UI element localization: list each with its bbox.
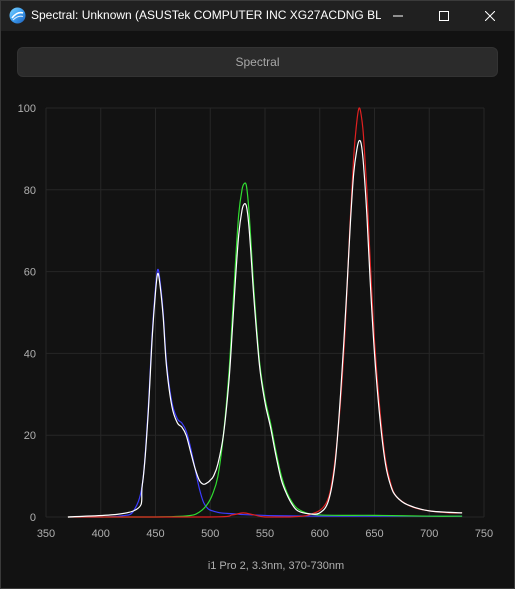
x-axis-label: i1 Pro 2, 3.3nm, 370-730nm bbox=[208, 560, 344, 572]
series-line-white bbox=[67, 139, 463, 518]
x-tick-label: 650 bbox=[365, 528, 383, 540]
x-tick-label: 400 bbox=[92, 528, 110, 540]
x-tick-label: 500 bbox=[201, 528, 219, 540]
window-title: Spectral: Unknown (ASUSTek COMPUTER INC … bbox=[31, 8, 381, 22]
x-tick-label: 750 bbox=[475, 528, 493, 540]
x-tick-label: 550 bbox=[256, 528, 274, 540]
y-tick-label: 40 bbox=[24, 348, 36, 360]
close-button[interactable] bbox=[467, 0, 513, 31]
y-tick-label: 0 bbox=[30, 512, 36, 524]
y-tick-label: 100 bbox=[18, 103, 36, 115]
minimize-icon bbox=[393, 15, 403, 16]
x-tick-label: 600 bbox=[311, 528, 329, 540]
maximize-icon bbox=[439, 10, 449, 21]
y-tick-label: 20 bbox=[24, 430, 36, 442]
y-tick-label: 80 bbox=[24, 185, 36, 197]
close-icon bbox=[485, 10, 495, 21]
x-tick-label: 700 bbox=[420, 528, 438, 540]
app-logo-icon bbox=[9, 7, 26, 24]
title-bar[interactable]: Spectral: Unknown (ASUSTek COMPUTER INC … bbox=[0, 0, 515, 31]
y-tick-label: 60 bbox=[24, 267, 36, 279]
minimize-button[interactable] bbox=[375, 0, 421, 31]
maximize-button[interactable] bbox=[421, 0, 467, 31]
x-tick-label: 350 bbox=[37, 528, 55, 540]
x-tick-label: 450 bbox=[146, 528, 164, 540]
spectral-mode-button[interactable]: Spectral bbox=[17, 47, 498, 77]
main-content bbox=[1, 31, 514, 588]
